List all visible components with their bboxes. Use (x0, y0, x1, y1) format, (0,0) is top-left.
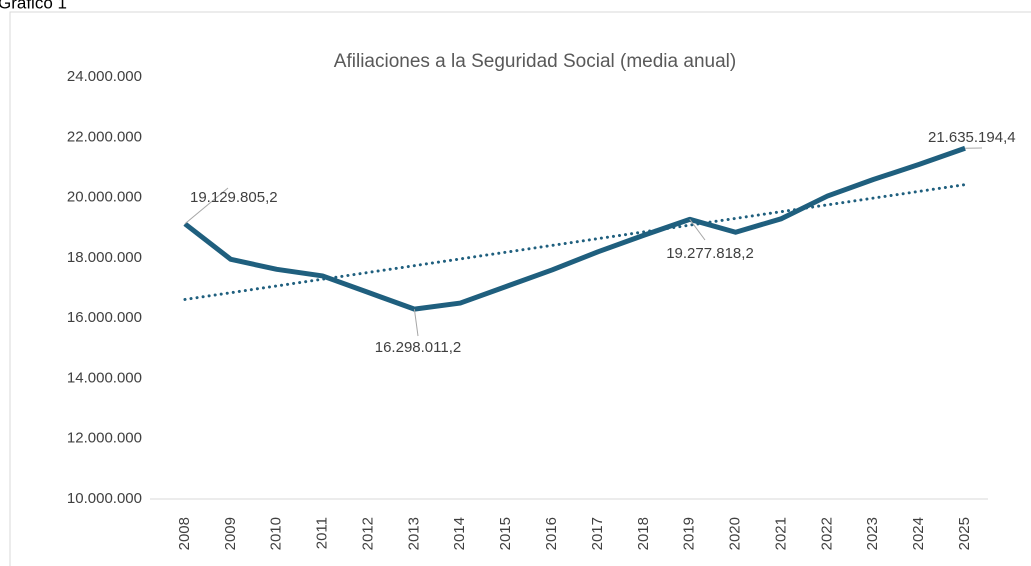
y-tick-label: 16.000.000 (67, 309, 142, 326)
x-tick-label: 2024 (910, 517, 927, 550)
x-tick-label: 2011 (314, 517, 331, 549)
data-label: 19.277.818,2 (666, 245, 754, 262)
y-tick-label: 10.000.000 (67, 490, 142, 507)
x-tick-label: 2016 (543, 517, 560, 550)
chart-title: Afiliaciones a la Seguridad Social (medi… (334, 51, 736, 72)
x-tick-label: 2008 (176, 517, 193, 550)
leader-line (184, 187, 229, 225)
x-tick-label: 2025 (956, 517, 973, 550)
y-tick-label: 22.000.000 (67, 128, 142, 145)
y-tick-label: 24.000.000 (67, 68, 142, 85)
x-tick-label: 2021 (772, 517, 789, 550)
x-tick-label: 2015 (497, 517, 514, 550)
chart-frame (9, 11, 1031, 566)
x-tick-label: 2010 (268, 517, 285, 550)
x-tick-label: 2009 (222, 517, 239, 550)
data-label: 16.298.011,2 (375, 339, 461, 356)
data-label: 21.635.194,4 (928, 129, 1016, 146)
x-tick-label: 2022 (818, 517, 835, 550)
x-tick-label: 2019 (681, 517, 698, 550)
x-tick-label: 2013 (405, 517, 422, 550)
x-tick-label: 2014 (451, 517, 468, 550)
y-tick-label: 20.000.000 (67, 189, 142, 206)
data-label: 19.129.805,2 (190, 189, 278, 206)
caption: Gráfico 1 (0, 0, 67, 12)
leader-line (413, 309, 419, 337)
x-tick-label: 2023 (864, 517, 881, 550)
x-tick-label: 2020 (727, 517, 744, 550)
data-line (183, 145, 966, 312)
trendline (183, 183, 967, 301)
y-tick-label: 18.000.000 (67, 249, 142, 266)
x-tick-label: 2012 (359, 517, 376, 550)
x-tick-label: 2017 (589, 517, 606, 550)
y-tick-label: 14.000.000 (67, 369, 142, 386)
x-tick-label: 2018 (635, 517, 652, 550)
leader-line (689, 219, 706, 241)
y-tick-label: 12.000.000 (67, 430, 142, 447)
